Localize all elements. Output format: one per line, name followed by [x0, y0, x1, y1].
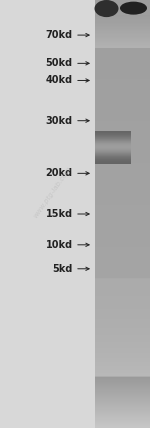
- Text: 30kd: 30kd: [46, 116, 73, 126]
- Text: 15kd: 15kd: [46, 209, 73, 219]
- Text: 50kd: 50kd: [46, 58, 73, 68]
- Text: 20kd: 20kd: [46, 168, 73, 178]
- Text: 10kd: 10kd: [46, 240, 73, 250]
- Text: www.ptg-lab.com: www.ptg-lab.com: [32, 166, 73, 220]
- Text: 70kd: 70kd: [46, 30, 73, 40]
- Ellipse shape: [120, 2, 147, 15]
- Text: 5kd: 5kd: [52, 264, 73, 274]
- Text: 40kd: 40kd: [46, 75, 73, 86]
- Ellipse shape: [94, 0, 118, 17]
